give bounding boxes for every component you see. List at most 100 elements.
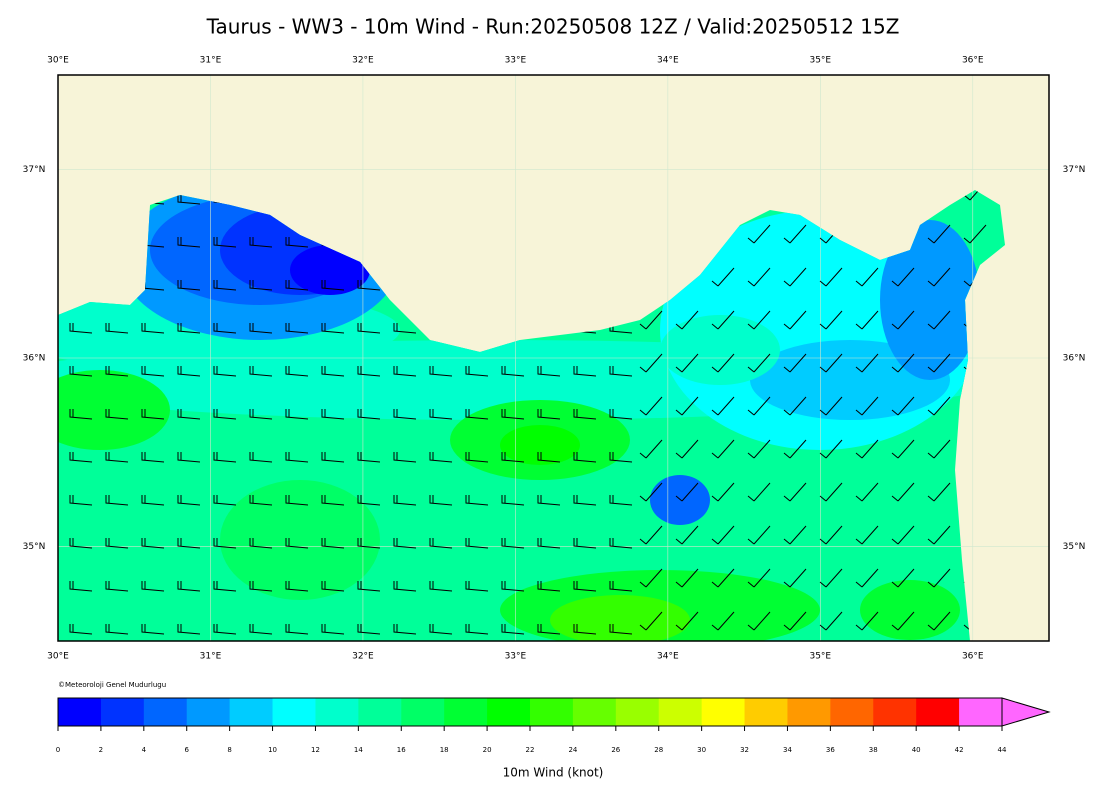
lon-label: 31°E [200, 652, 222, 662]
wind-barb [819, 439, 843, 459]
wind-barb [573, 581, 597, 592]
lat-label: 36°N [23, 354, 46, 364]
wind-barb [819, 525, 843, 545]
wind-barb [429, 538, 453, 549]
wind-barb [573, 452, 597, 463]
lon-label: 35°E [809, 56, 831, 66]
wind-barb [141, 538, 165, 549]
wind-barb [249, 538, 273, 549]
colorbar-tick-label: 40 [912, 746, 921, 754]
color-bin [701, 698, 746, 726]
wind-barb [465, 581, 489, 592]
wind-barb [177, 624, 201, 635]
wind-barb [747, 396, 771, 416]
wind-barb [711, 568, 735, 588]
colorbar-tick-label: 2 [99, 746, 103, 754]
colorbar-tick-label: 0 [56, 746, 60, 754]
wind-barb [783, 353, 807, 373]
wind-barb [573, 538, 597, 549]
colorbar-tick-label: 8 [227, 746, 231, 754]
colorbar-tick-label: 18 [440, 746, 449, 754]
colorbar-tick-label: 30 [697, 746, 706, 754]
wind-barb [675, 310, 699, 330]
wind-barb [639, 310, 663, 330]
credit: ©Meteoroloji Genel Mudurlugu [58, 681, 166, 689]
wind-barb [891, 482, 915, 502]
wind-barb [819, 310, 843, 330]
wind-barb [609, 581, 633, 592]
wind-barb [783, 224, 807, 244]
wind-barb [855, 353, 879, 373]
wind-barb [747, 224, 771, 244]
wind-barb [927, 482, 951, 502]
wind-barb [891, 568, 915, 588]
wind-barb [465, 495, 489, 506]
wind-barb [213, 323, 237, 334]
wind-barb [285, 280, 309, 291]
wind-barb [747, 267, 771, 287]
wind-barb [465, 452, 489, 463]
wind-barb [855, 310, 879, 330]
wind-barb [891, 439, 915, 459]
wind-barb [927, 611, 951, 631]
wind-barb [855, 611, 879, 631]
wind-barb [357, 366, 381, 377]
wind-barb [639, 482, 663, 502]
wind-barb [357, 495, 381, 506]
wind-barb [465, 624, 489, 635]
wind-barb [321, 280, 345, 291]
wind-barb [321, 452, 345, 463]
wind-barb [213, 237, 237, 248]
color-bin [358, 698, 402, 726]
wind-barb [891, 396, 915, 416]
wind-barb [357, 581, 381, 592]
lat-label: 35°N [1063, 542, 1086, 552]
wind-barb [429, 495, 453, 506]
wind-barb [537, 624, 561, 635]
wind-barb [249, 237, 273, 248]
wind-barb [609, 495, 633, 506]
wind-barb [177, 323, 201, 334]
colorbar-tick-label: 22 [526, 746, 535, 754]
wind-barb [711, 482, 735, 502]
lat-label: 35°N [23, 542, 46, 552]
wind-barb [249, 323, 273, 334]
wind-barb [855, 568, 879, 588]
wind-barb [855, 396, 879, 416]
wind-barb [105, 323, 129, 334]
colorbar-tick-label: 10 [268, 746, 277, 754]
wind-barb [429, 366, 453, 377]
wind-barb [639, 439, 663, 459]
wind-barb [105, 495, 129, 506]
wind-barb [675, 482, 699, 502]
wind-barb [819, 568, 843, 588]
wind-barb [927, 396, 951, 416]
lon-label: 34°E [657, 56, 679, 66]
wind-barb [819, 267, 843, 287]
wind-barb [711, 396, 735, 416]
wind-barb [285, 624, 309, 635]
wind-barb [819, 482, 843, 502]
wind-barb [819, 353, 843, 373]
wind-barb [963, 224, 987, 244]
colorbar-tick-label: 24 [568, 746, 577, 754]
wind-barb [927, 525, 951, 545]
colorbar-tick-label: 6 [184, 746, 189, 754]
wind-barb [141, 323, 165, 334]
wind-barb [357, 409, 381, 420]
lon-label: 34°E [657, 652, 679, 662]
wind-barb [249, 452, 273, 463]
color-bin [186, 698, 231, 726]
color-bin [58, 698, 102, 726]
wind-barb [69, 538, 93, 549]
wind-barb [573, 366, 597, 377]
wind-barb [537, 538, 561, 549]
colorbar-tick-label: 4 [142, 746, 147, 754]
wind-barb [285, 452, 309, 463]
colorbar-tick-label: 12 [311, 746, 320, 754]
wind-barb [285, 366, 309, 377]
wind-barb [573, 495, 597, 506]
wind-barb [855, 482, 879, 502]
wind-barb [213, 280, 237, 291]
colorbar-tick-label: 34 [783, 746, 792, 754]
